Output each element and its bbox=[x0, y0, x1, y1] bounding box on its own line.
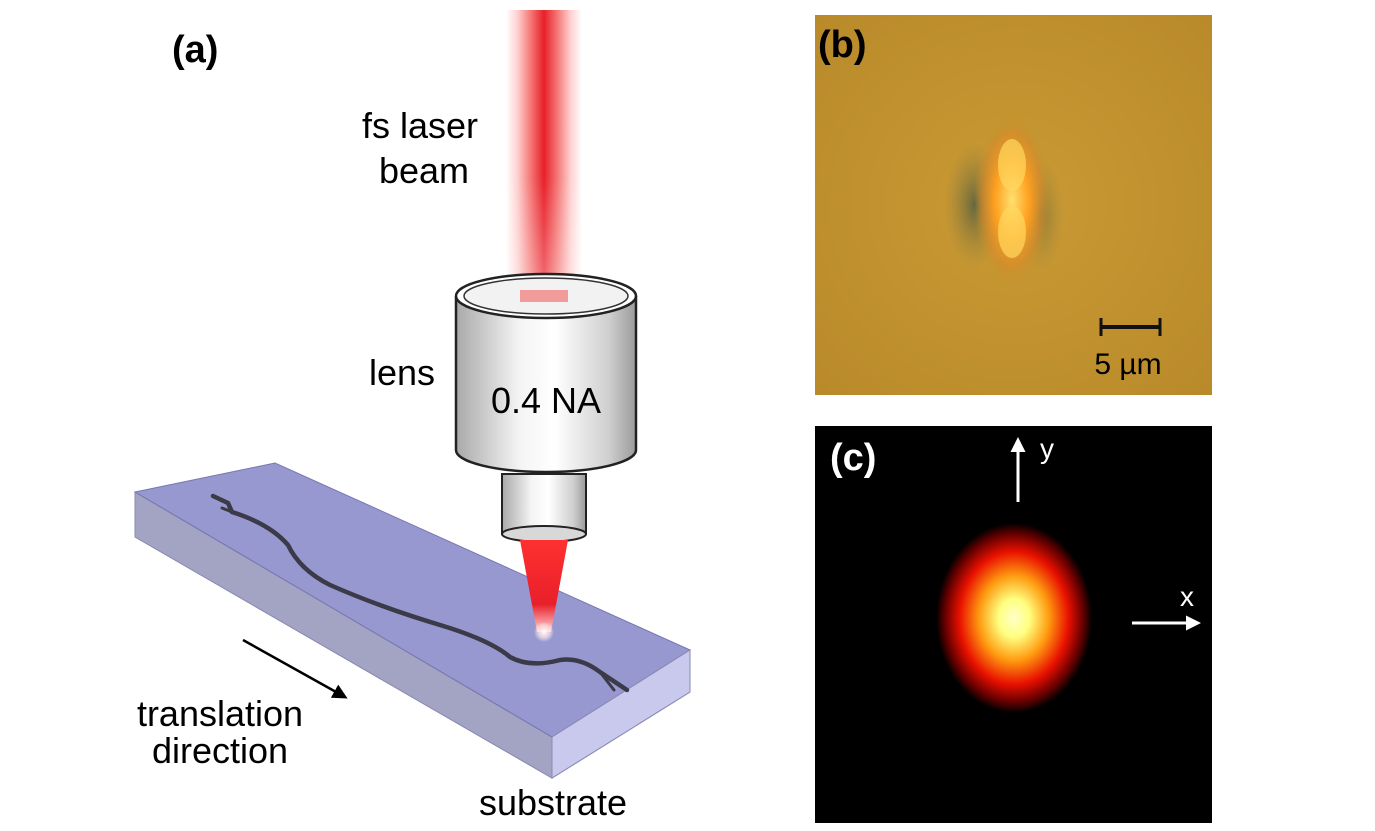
mode-profile bbox=[936, 523, 1092, 713]
micro-guide-spot bbox=[974, 115, 1050, 285]
panel-a-label: (a) bbox=[172, 29, 218, 71]
panel-c-label: (c) bbox=[830, 437, 876, 479]
lens-spec: 0.4 NA bbox=[491, 380, 601, 421]
translation-label-line1: translation bbox=[137, 693, 303, 734]
panel-c: (c) y x bbox=[815, 426, 1212, 823]
scale-bar bbox=[1099, 318, 1162, 336]
micro-guide-core-bottom bbox=[998, 206, 1026, 258]
y-axis-label: y bbox=[1040, 433, 1054, 464]
translation-label-line2: direction bbox=[152, 730, 288, 771]
panel-b-label: (b) bbox=[818, 24, 867, 66]
panel-b: (b) 5 µm bbox=[815, 15, 1212, 395]
beam-label-line1: fs laser bbox=[362, 105, 478, 146]
lens-label: lens bbox=[369, 352, 435, 393]
laser-beam-fade bbox=[506, 10, 582, 290]
beam-label-line2: beam bbox=[379, 150, 469, 191]
substrate-block bbox=[133, 462, 692, 779]
translation-arrow bbox=[242, 638, 348, 699]
lens bbox=[454, 272, 638, 543]
scale-bar-text: 5 µm bbox=[1094, 348, 1161, 381]
panel-a: (a) fs laser beam bbox=[133, 10, 692, 823]
focal-spot bbox=[534, 622, 554, 642]
focusing-cone bbox=[520, 540, 568, 632]
beam-entry bbox=[520, 290, 568, 302]
x-axis-label: x bbox=[1180, 581, 1194, 612]
substrate-label: substrate bbox=[479, 782, 627, 823]
micro-guide-core-top bbox=[998, 139, 1026, 191]
